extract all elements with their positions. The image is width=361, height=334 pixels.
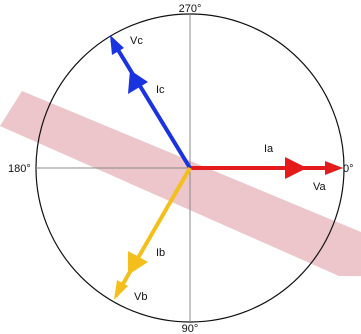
vc-arrowhead bbox=[110, 35, 124, 55]
vb-arrowhead bbox=[114, 280, 128, 300]
angle-label-270: 270° bbox=[179, 3, 202, 15]
vb-label: Vb bbox=[134, 291, 147, 303]
angle-label-0: 0° bbox=[343, 163, 354, 175]
ia-label: Ia bbox=[264, 143, 274, 155]
ic-arrowhead bbox=[128, 70, 148, 94]
phasor-vc: Ic Vc bbox=[110, 35, 192, 170]
angle-label-90: 90° bbox=[182, 323, 199, 334]
vc-label: Vc bbox=[130, 35, 143, 47]
ia-arrowhead bbox=[285, 157, 307, 179]
phasor-vb: Ib Vb bbox=[114, 166, 192, 303]
ic-label: Ic bbox=[156, 84, 165, 96]
ib-label: Ib bbox=[156, 247, 165, 259]
vc-line bbox=[110, 38, 192, 170]
angle-label-180: 180° bbox=[8, 163, 31, 175]
phasor-va: Ia Va bbox=[190, 143, 343, 193]
ib-arrowhead bbox=[128, 251, 148, 275]
va-label: Va bbox=[313, 181, 327, 193]
va-arrowhead bbox=[325, 161, 343, 175]
